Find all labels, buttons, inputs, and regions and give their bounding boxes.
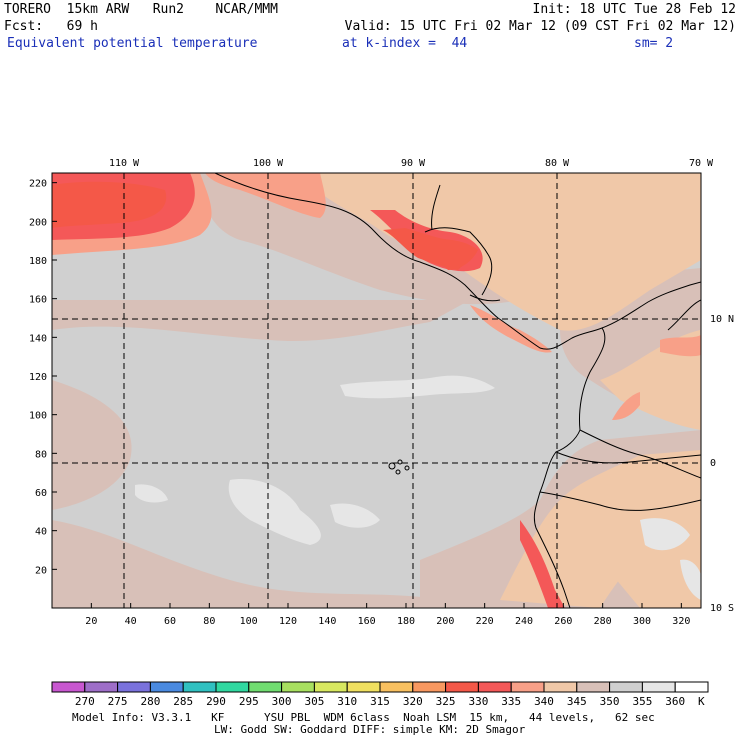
colorbar-swatch (477, 681, 512, 693)
colorbar-label: 305 (304, 695, 324, 708)
y-tick-label: 40 (35, 527, 47, 538)
x-tick-label: 220 (476, 616, 494, 627)
colorbar-label: 295 (239, 695, 259, 708)
colorbar-label: 275 (108, 695, 128, 708)
colorbar-swatch (281, 681, 315, 693)
galapagos-islands (388, 459, 410, 475)
latitude-label: 10 N (710, 314, 734, 325)
header-model-run: TORERO 15km ARW Run2 NCAR/MMM (4, 2, 278, 17)
colorbar-label: 310 (337, 695, 357, 708)
x-tick-label: 120 (279, 616, 297, 627)
y-tick-label: 140 (29, 333, 47, 344)
y-tick-label: 160 (29, 295, 47, 306)
x-tick-label: 200 (436, 616, 454, 627)
latlon-grid (52, 173, 701, 608)
model-info-line1: Model Info: V3.3.1 KF YSU PBL WDM 6class… (72, 711, 655, 724)
colorbar-label: 300 (272, 695, 292, 708)
colorbar-swatch (248, 681, 283, 693)
longitude-label: 70 W (689, 158, 714, 169)
colorbar-swatch (510, 681, 545, 693)
x-tick-label: 240 (515, 616, 533, 627)
colorbar-swatch (215, 681, 250, 693)
x-tick-label: 180 (397, 616, 415, 627)
map-frame (51, 172, 702, 609)
colorbar-label: 320 (403, 695, 423, 708)
colorbar-label: 315 (370, 695, 390, 708)
x-tick-label: 280 (594, 616, 612, 627)
y-tick-label: 60 (35, 488, 47, 499)
longitude-label: 100 W (253, 158, 284, 169)
colorbar-label: 280 (140, 695, 160, 708)
header-forecast-hour: Fcst: 69 h (4, 19, 98, 34)
header-init-time: Init: 18 UTC Tue 28 Feb 12 (532, 2, 737, 17)
x-tick-label: 160 (358, 616, 376, 627)
x-tick-label: 300 (633, 616, 651, 627)
coastlines (214, 173, 701, 608)
x-tick-label: 260 (554, 616, 572, 627)
colorbar-swatch (346, 681, 381, 693)
longitude-label: 110 W (109, 158, 140, 169)
y-tick-marks (52, 182, 57, 570)
theta-e-field (52, 173, 701, 608)
colorbar-swatch (641, 681, 676, 693)
model-info-line2: LW: Godd SW: Goddard DIFF: simple KM: 2D… (214, 723, 526, 736)
colorbar-label: 290 (206, 695, 226, 708)
x-tick-label: 60 (164, 616, 176, 627)
colorbar-swatch (117, 681, 151, 693)
x-tick-labels: 20 40 60 80 100 120 140 160 180 200 220 240 260 280 30… (85, 616, 690, 627)
x-tick-label: 140 (318, 616, 336, 627)
colorbar-label: 355 (632, 695, 652, 708)
level-index: at k-index = 44 (342, 36, 468, 51)
colorbar (51, 681, 709, 693)
latitude-labels: 10 N 0 10 S (710, 314, 734, 614)
latitude-label: 0 (710, 458, 716, 469)
colorbar-label: 325 (436, 695, 456, 708)
y-tick-label: 20 (35, 565, 47, 576)
x-tick-marks (90, 603, 682, 608)
colorbar-swatch (182, 681, 217, 693)
colorbar-label: 345 (567, 695, 587, 708)
colorbar-swatch (609, 681, 643, 693)
longitude-labels: 110 W 100 W 90 W 80 W 70 W (109, 158, 714, 169)
smoothing-label: sm= 2 (634, 36, 674, 51)
y-tick-label: 220 (29, 179, 47, 190)
longitude-label: 90 W (401, 158, 426, 169)
x-tick-label: 320 (672, 616, 690, 627)
colorbar-label: 285 (173, 695, 193, 708)
y-tick-label: 180 (29, 256, 47, 267)
x-tick-label: 100 (240, 616, 258, 627)
x-tick-label: 40 (125, 616, 137, 627)
colorbar-label: 335 (501, 695, 521, 708)
y-tick-labels: 20 40 60 80 100 120 140 160 180 200 220 (29, 179, 47, 577)
field-name: Equivalent potential temperature (7, 36, 258, 51)
colorbar-swatch (313, 681, 348, 693)
colorbar-label: 340 (534, 695, 554, 708)
x-tick-label: 80 (203, 616, 215, 627)
colorbar-swatch (379, 681, 414, 693)
colorbar-unit: K (698, 695, 705, 708)
colorbar-swatch (445, 681, 479, 693)
latitude-label: 10 S (710, 603, 734, 614)
colorbar-labels: 270 275 280 285 290 295 300 305 310 315 320 325 330 3… (75, 695, 685, 708)
colorbar-swatch (51, 681, 86, 693)
colorbar-swatch (543, 681, 578, 693)
colorbar-swatch (149, 681, 184, 693)
colorbar-label: 270 (75, 695, 95, 708)
header-valid-time: Valid: 15 UTC Fri 02 Mar 12 (09 CST Fri … (344, 19, 736, 34)
colorbar-label: 360 (665, 695, 685, 708)
x-tick-label: 20 (85, 616, 97, 627)
y-tick-label: 100 (29, 411, 47, 422)
colorbar-swatch (576, 681, 611, 693)
colorbar-label: 330 (468, 695, 488, 708)
colorbar-label: 350 (600, 695, 620, 708)
y-tick-label: 200 (29, 217, 47, 228)
colorbar-swatch (84, 681, 119, 693)
colorbar-swatch (674, 681, 709, 693)
colorbar-swatch (412, 681, 447, 693)
y-tick-label: 80 (35, 449, 47, 460)
longitude-label: 80 W (545, 158, 570, 169)
y-tick-label: 120 (29, 372, 47, 383)
